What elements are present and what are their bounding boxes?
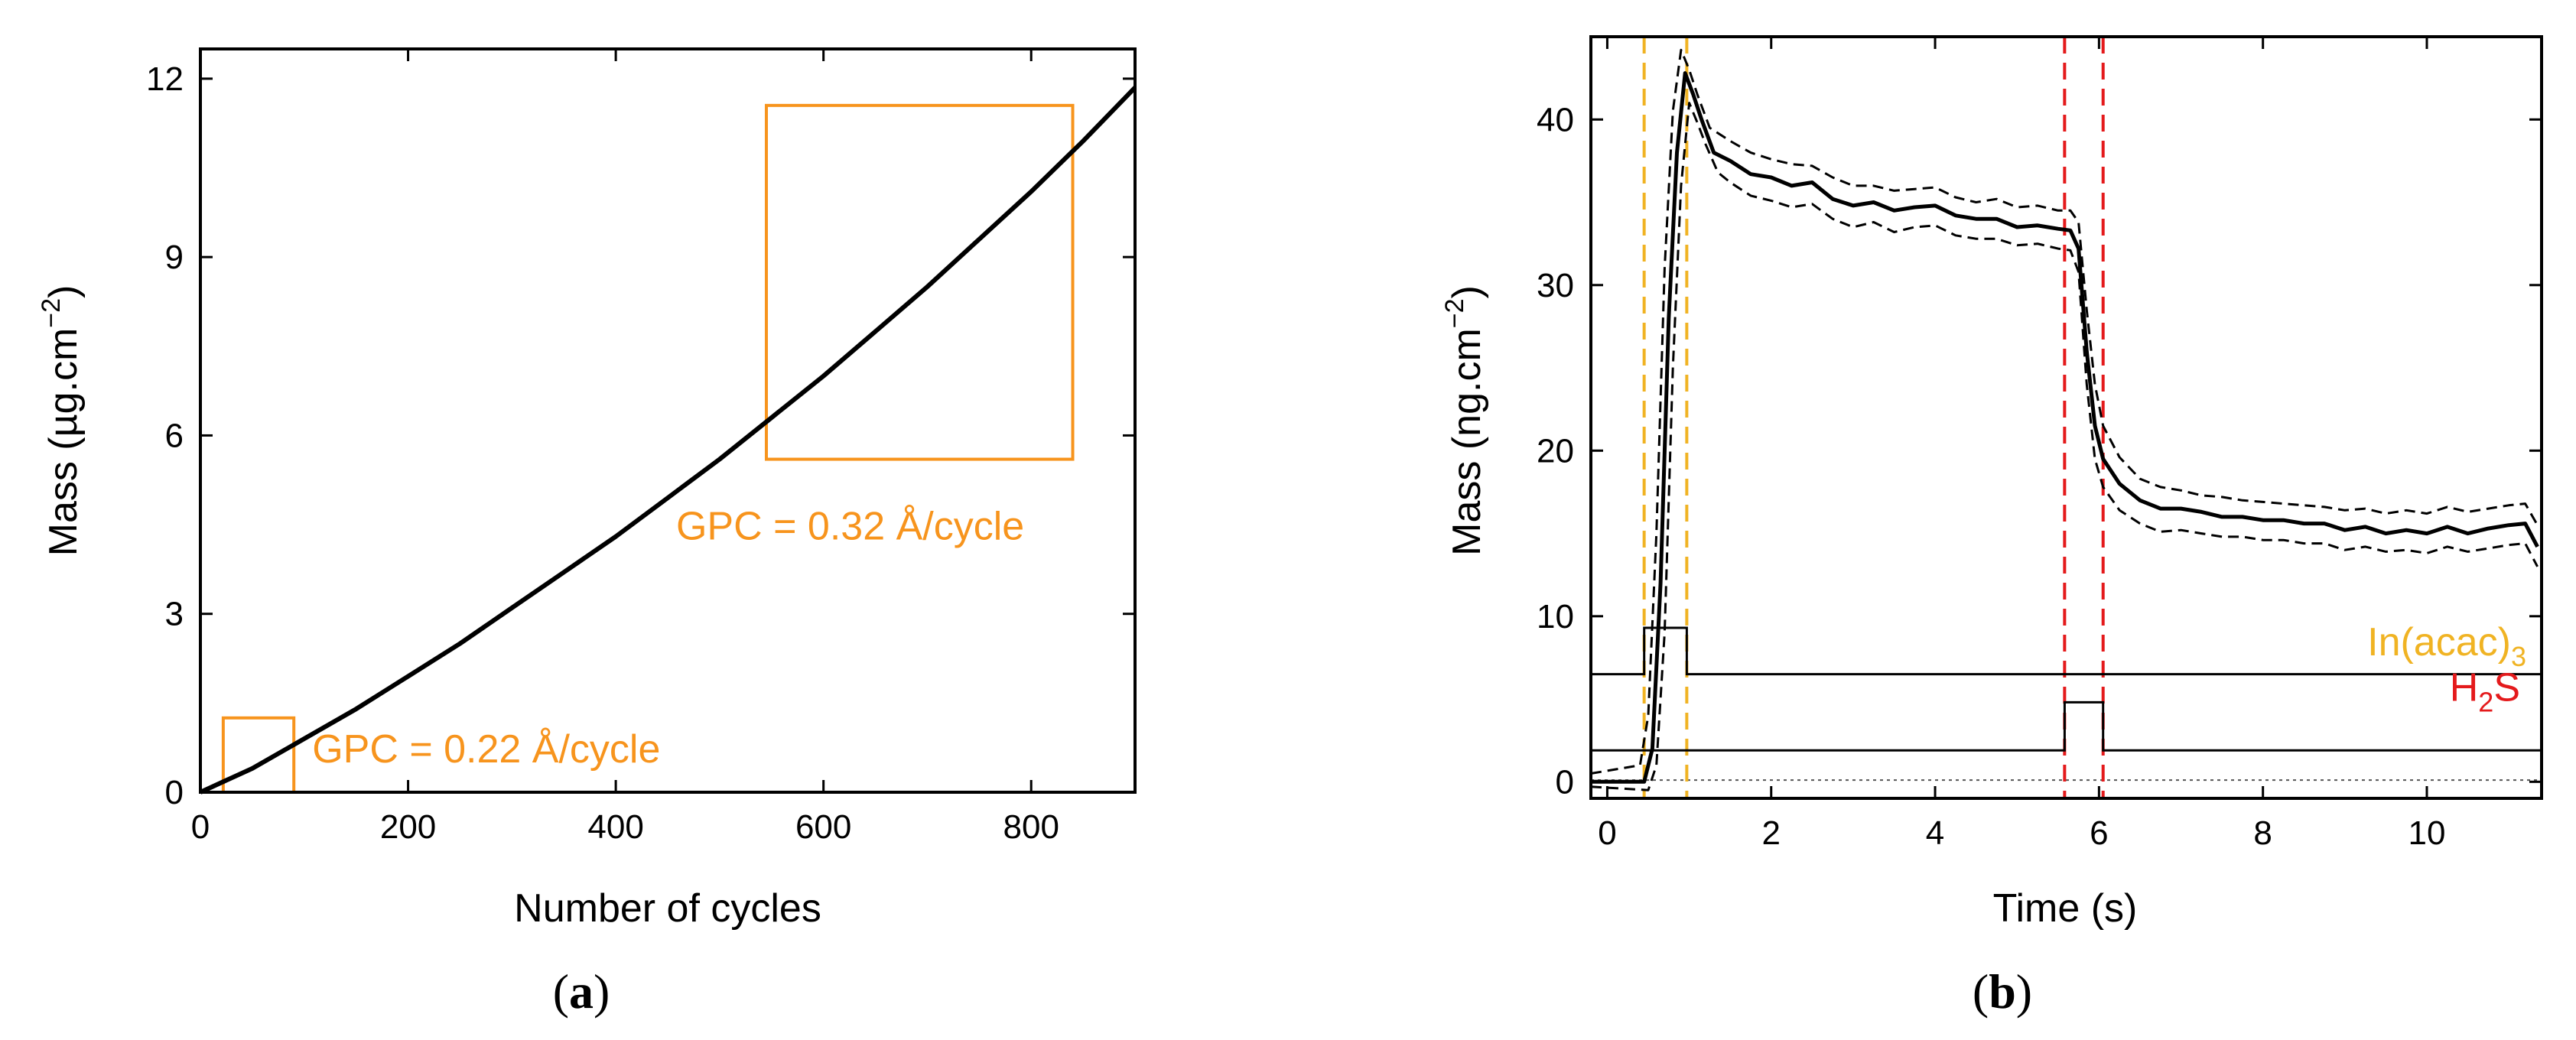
panel-a-y-tick-label: 9 xyxy=(165,239,184,276)
panel-a-x-tick-label: 600 xyxy=(795,808,851,846)
panel-b-label: (b) xyxy=(1973,964,2032,1019)
panel-b-reactant-label-rest: S xyxy=(2493,665,2520,710)
panel-b-bound-line-2 xyxy=(1590,102,2539,791)
panel-b-y-axis-title: Mass (ng.cm−2) xyxy=(1440,285,1489,556)
panel-a-plot-frame xyxy=(199,47,1137,794)
panel-b-x-tick-label: 0 xyxy=(1598,814,1616,852)
panel-b-precursor-label: In(acac)3 xyxy=(2367,620,2526,672)
panel-b-y-axis-title-exponent: −2 xyxy=(1440,298,1469,328)
panel-b-x-tick-label: 2 xyxy=(1761,814,1780,852)
panel-b-y-tick-label: 10 xyxy=(1537,598,1574,635)
panel-a-ticks: 0 200 400 600 800 0 3 6 9 12 xyxy=(146,49,1135,846)
panel-b-y-axis-title-text: Mass (ng.cm xyxy=(1445,328,1489,556)
panel-b-x-tick-label: 6 xyxy=(2090,814,2108,852)
panel-b-reactant-label-sub: 2 xyxy=(2478,686,2493,717)
panel-b-precursor-label-sub: 3 xyxy=(2511,641,2526,672)
panel-a-y-axis-title: Mass (µg.cm−2) xyxy=(37,285,86,557)
panel-b-precursor-label-base: In(acac) xyxy=(2367,620,2511,665)
panel-a-mass-line xyxy=(199,86,1137,795)
panel-a-y-tick-label: 3 xyxy=(165,596,184,633)
panel-a-chart: GPC = 0.22 Å/cycle GPC = 0.32 Å/cycle 0 20… xyxy=(37,47,1137,1019)
panel-a-gpc-label-1: GPC = 0.22 Å/cycle xyxy=(312,727,660,772)
panel-b-y-tick-label: 40 xyxy=(1537,101,1574,138)
panel-a-x-tick-label: 0 xyxy=(191,808,210,846)
panel-a-y-tick-label: 12 xyxy=(146,60,184,98)
panel-b-x-tick-label: 10 xyxy=(2408,814,2446,852)
panel-a-y-axis-title-text: Mass (µg.cm xyxy=(41,328,86,557)
panel-a-y-axis-title-exponent: −2 xyxy=(37,298,66,328)
panel-a-y-axis-title-close: ) xyxy=(41,285,86,298)
panel-b-y-tick-label: 0 xyxy=(1556,763,1574,801)
panel-a-y-tick-label: 0 xyxy=(165,774,184,811)
panel-b-bound-line-1 xyxy=(1590,48,2539,775)
panel-b-reactant-label: H2S xyxy=(2450,665,2520,717)
panel-b-label-close: ) xyxy=(2016,964,2032,1019)
panel-a-label-close: ) xyxy=(594,964,610,1019)
panel-a-gpc-label-2: GPC = 0.32 Å/cycle xyxy=(676,505,1024,549)
panel-b-x-tick-label: 8 xyxy=(2253,814,2272,852)
panel-a-marks: GPC = 0.22 Å/cycle GPC = 0.32 Å/cycle xyxy=(199,86,1137,795)
panel-a-gpc-box-1 xyxy=(221,716,296,794)
panel-b-reactant-label-base: H xyxy=(2450,665,2479,710)
panel-b-pulse-trace-2 xyxy=(1591,700,2542,752)
panel-a-x-axis-title: Number of cycles xyxy=(514,886,821,931)
panel-a-gpc-box-2 xyxy=(764,103,1075,461)
panel-a-label-letter: a xyxy=(569,964,594,1019)
panel-b-ticks: 0 2 4 6 8 10 0 10 20 30 40 xyxy=(1537,37,2542,852)
panel-b-y-tick-label: 30 xyxy=(1537,267,1574,304)
panel-b-mean-line xyxy=(1591,71,2539,784)
panel-b-x-axis-title: Time (s) xyxy=(1993,886,2138,931)
panel-b-y-tick-label: 20 xyxy=(1537,432,1574,470)
panel-a-x-tick-label: 400 xyxy=(587,808,643,846)
panel-a-y-tick-label: 6 xyxy=(165,417,184,454)
panel-a-x-tick-label: 800 xyxy=(1003,808,1059,846)
panel-b-x-tick-label: 4 xyxy=(1926,814,1944,852)
panel-b-y-axis-title-close: ) xyxy=(1445,285,1489,298)
panel-a-label: (a) xyxy=(553,964,610,1019)
panel-b-label-open: ( xyxy=(1973,964,1989,1019)
panel-b-plot-frame xyxy=(1589,35,2543,800)
panel-a-x-tick-label: 200 xyxy=(380,808,436,846)
panel-b-label-letter: b xyxy=(1989,964,2016,1019)
panel-a-label-open: ( xyxy=(553,964,569,1019)
